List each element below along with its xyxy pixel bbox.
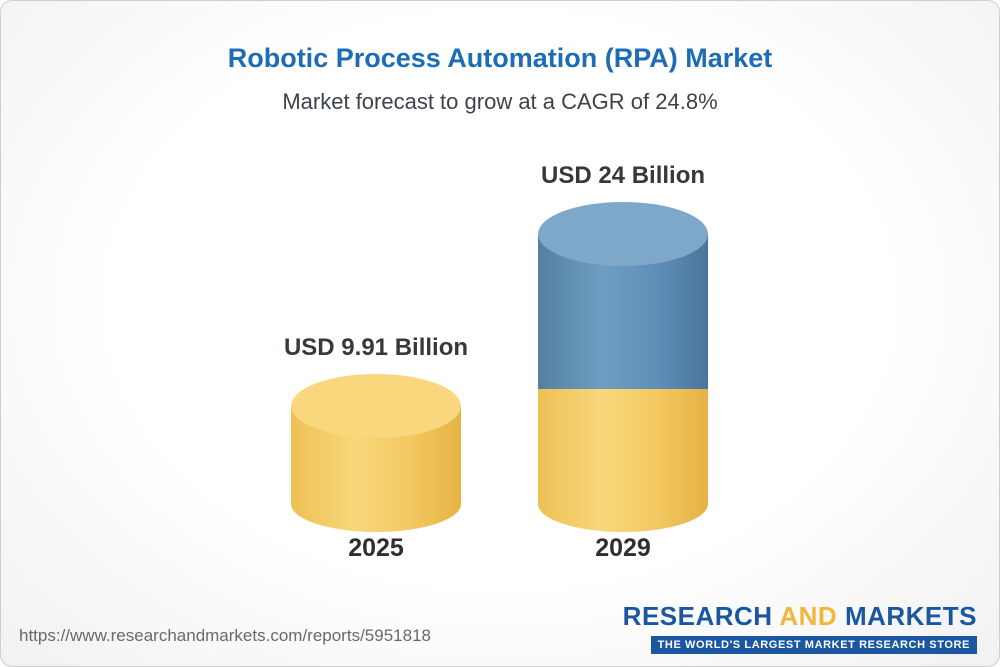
research-and-markets-logo: RESEARCH AND MARKETS THE WORLD'S LARGEST… [623, 601, 977, 654]
chart-subtitle: Market forecast to grow at a CAGR of 24.… [282, 89, 718, 114]
logo-tagline: THE WORLD'S LARGEST MARKET RESEARCH STOR… [650, 636, 977, 654]
source-url-link[interactable]: https://www.researchandmarkets.com/repor… [19, 626, 431, 645]
value-label-2029: USD 24 Billion [540, 162, 706, 189]
x-axis-label-2025: 2025 [348, 534, 404, 562]
x-axis-label-2029: 2029 [595, 534, 651, 562]
cylinder-2025-top-ellipse [291, 374, 461, 438]
cylinder-2029 [538, 202, 708, 532]
cylinder-2029-top-ellipse [538, 202, 708, 266]
value-label-2025: USD 9.91 Billion [283, 334, 469, 361]
logo-word-research: RESEARCH [622, 601, 773, 631]
logo-word-and: AND [779, 601, 838, 631]
cylinder-2029-base-segment [538, 389, 708, 532]
cylinder-2025 [291, 374, 461, 532]
chart-title: Robotic Process Automation (RPA) Market [227, 43, 773, 73]
logo-word-markets: MARKETS [844, 601, 977, 631]
logo-wordmark: RESEARCH AND MARKETS [623, 601, 977, 632]
